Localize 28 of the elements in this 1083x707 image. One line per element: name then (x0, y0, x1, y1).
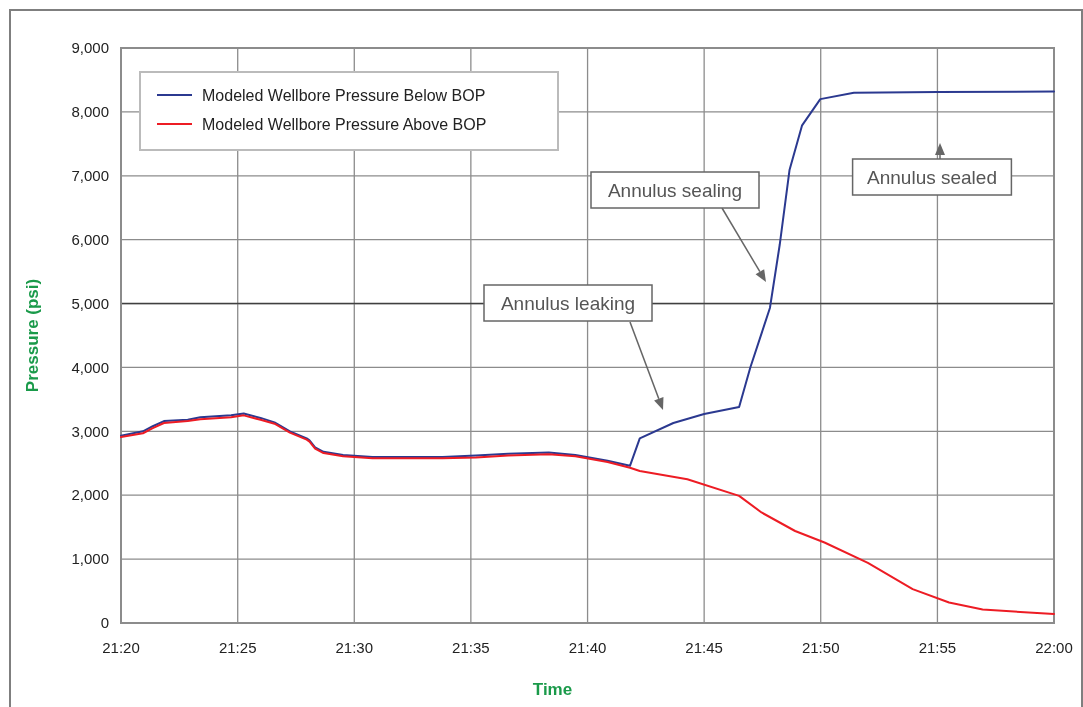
annotation: Annulus sealed (867, 166, 997, 188)
x-tick-label: 22:00 (1035, 639, 1073, 656)
y-tick-label: 5,000 (71, 294, 109, 312)
y-tick-label: 7,000 (71, 167, 109, 185)
y-tick-label: 0 (100, 614, 109, 632)
y-axis-title: Pressure (psi) (23, 278, 42, 393)
x-tick-label: 21:35 (452, 639, 490, 656)
x-tick-label: 21:30 (335, 639, 374, 656)
y-tick-label: 8,000 (71, 103, 109, 121)
legend-label: Modeled Wellbore Pressure Above BOP (202, 115, 487, 133)
y-tick-label: 3,000 (71, 422, 109, 440)
legend-label: Modeled Wellbore Pressure Below BOP (202, 86, 486, 104)
line-series (120, 414, 1055, 616)
y-tick-label: 2,000 (71, 486, 109, 504)
x-tick-label: 21:55 (918, 639, 957, 656)
line-series (120, 90, 1055, 467)
x-tick-label: 21:45 (685, 639, 723, 656)
x-tick-label: 21:50 (801, 639, 840, 656)
x-axis-title: Time (532, 680, 573, 699)
annotation: Annulus sealing (607, 179, 743, 201)
x-tick-label: 21:40 (568, 639, 607, 656)
y-tick-label: 6,000 (71, 230, 109, 248)
annotation: Annulus leaking (500, 292, 636, 314)
x-tick-label: 21:25 (218, 639, 257, 656)
y-tick-label: 4,000 (71, 358, 109, 376)
x-tick-label: 21:20 (102, 639, 140, 656)
y-tick-label: 9,000 (71, 39, 109, 57)
y-tick-label: 1,000 (71, 550, 109, 568)
